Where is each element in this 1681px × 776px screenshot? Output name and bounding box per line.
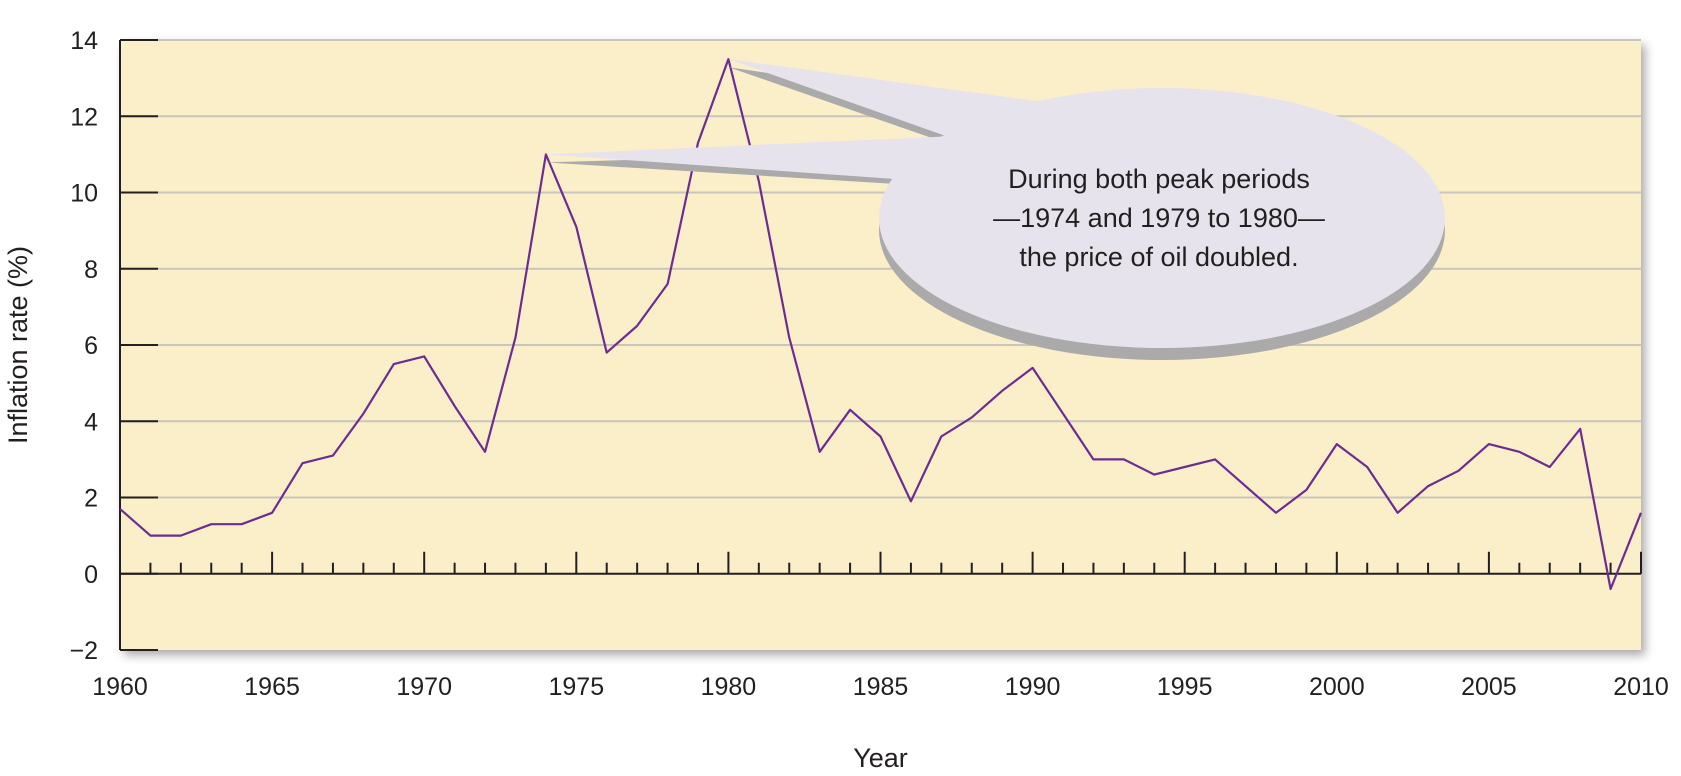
x-tick-label: 1990 [1005,673,1061,701]
callout-text-line: the price of oil doubled. [1019,242,1298,272]
ticks [119,39,1642,651]
x-tick-label: 2010 [1613,673,1669,701]
y-tick-label: −2 [69,637,98,665]
y-tick-label: 8 [84,256,98,284]
x-tick-label: 1975 [548,673,604,701]
y-tick-label: 2 [84,485,98,513]
series-line [119,58,1643,591]
callout-text-line: —1974 and 1979 to 1980— [993,203,1325,233]
x-tick-label: 2000 [1309,673,1365,701]
y-tick-label: 4 [84,408,98,436]
x-tick-label: 1995 [1157,673,1213,701]
y-tick-label: 10 [70,180,98,208]
callout-bubble [879,88,1445,348]
y-tick-label: 0 [84,561,98,589]
x-tick-label: 1970 [396,673,452,701]
tick-labels: −2 0 2 4 6 8 10 12 14 1960 1965 1970 1975 1980 1985 199… [69,27,1668,701]
annotation-callout: During both peak periods —1974 and 1979 t… [545,59,1445,360]
y-axis-title: Inflation rate (%) [3,246,33,444]
x-tick-label: 1965 [244,673,300,701]
x-tick-label: 1985 [853,673,909,701]
y-tick-label: 12 [70,103,98,131]
series-layer [119,58,1643,591]
y-tick-label: 14 [70,27,98,55]
y-tick-label: 6 [84,332,98,360]
x-axis-title: Year [853,743,908,773]
callout-text-line: During both peak periods [1008,164,1310,194]
x-tick-label: 1980 [701,673,757,701]
x-tick-label: 1960 [92,673,148,701]
x-tick-label: 2005 [1461,673,1517,701]
